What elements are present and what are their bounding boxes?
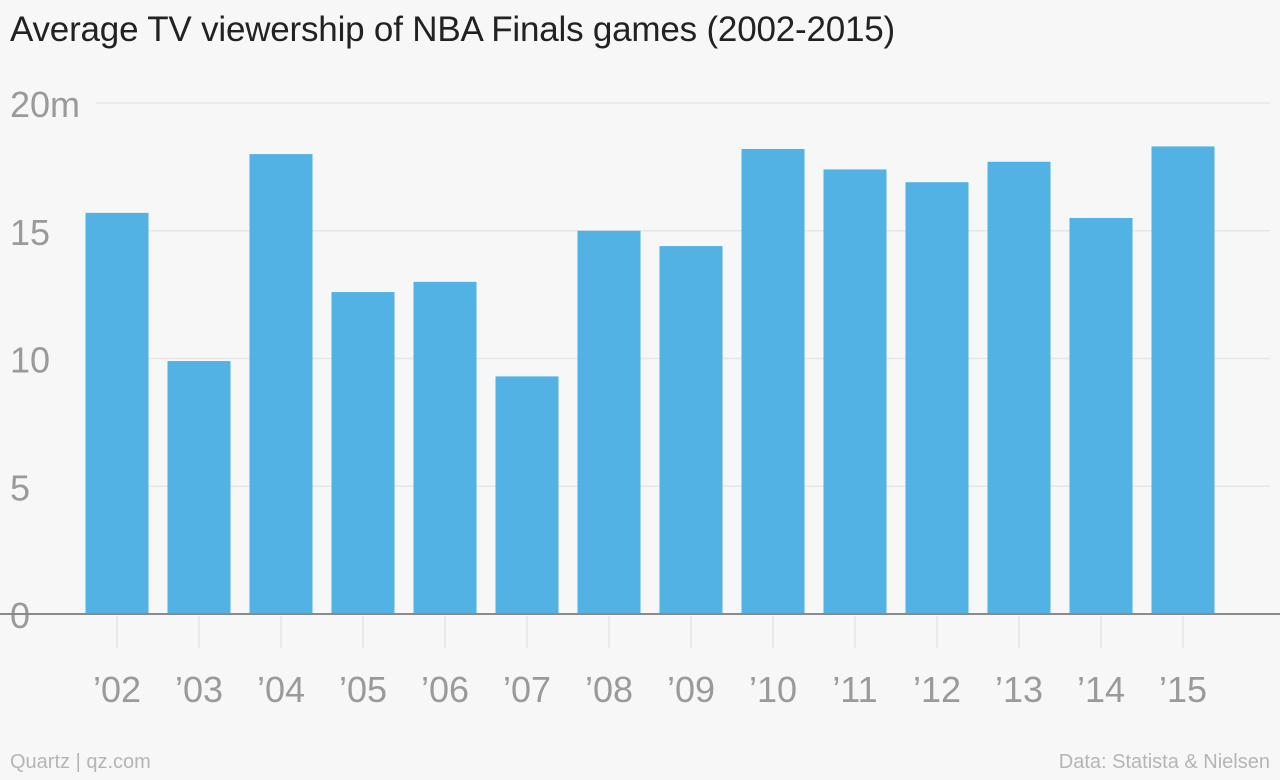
x-tick-label: ’08 — [585, 669, 633, 710]
x-tick-label: ’15 — [1159, 669, 1207, 710]
bar — [741, 148, 805, 615]
y-tick-label: 10 — [10, 340, 50, 381]
bar — [413, 281, 477, 614]
x-tick-label: ’04 — [257, 669, 305, 710]
bar — [823, 169, 887, 614]
x-tick-label: ’06 — [421, 669, 469, 710]
x-tick-label: ’14 — [1077, 669, 1125, 710]
chart-title: Average TV viewership of NBA Finals game… — [10, 10, 895, 49]
x-tick-label: ’13 — [995, 669, 1043, 710]
x-axis-tick-labels: ’02 ’03 ’04 ’05 ’06 ’07 ’08 ’09 ’10 ’11 ’12 ’13 ’14 ’… — [93, 669, 1207, 710]
x-tick-label: ’02 — [93, 669, 141, 710]
source-credit: Quartz | qz.com — [10, 751, 151, 773]
x-tick-label: ’11 — [832, 669, 877, 710]
bar — [659, 246, 723, 614]
bar — [905, 182, 969, 614]
data-source: Data: Statista & Nielsen — [1058, 751, 1270, 773]
x-tick-label: ’09 — [667, 669, 715, 710]
bar — [1151, 146, 1215, 614]
y-tick-label: 0 — [10, 595, 30, 636]
y-axis-tick-labels: 0 5 10 15 20m — [10, 84, 80, 636]
bars — [85, 146, 1215, 615]
bar — [577, 230, 641, 614]
bar — [495, 376, 559, 614]
bar — [987, 161, 1051, 614]
x-tick-label: ’03 — [175, 669, 223, 710]
y-tick-label: 5 — [10, 467, 30, 508]
x-tick-label: ’12 — [913, 669, 961, 710]
x-tick-label: ’05 — [339, 669, 387, 710]
x-tick-label: ’07 — [503, 669, 551, 710]
y-tick-label: 15 — [10, 212, 50, 253]
y-tick-label: 20m — [10, 84, 80, 125]
bar — [331, 292, 395, 614]
bar — [1069, 217, 1133, 614]
x-tick-label: ’10 — [749, 669, 797, 710]
x-axis-tick-marks — [116, 616, 1184, 648]
bar — [85, 212, 149, 615]
bar — [167, 361, 231, 614]
bar — [249, 154, 313, 614]
